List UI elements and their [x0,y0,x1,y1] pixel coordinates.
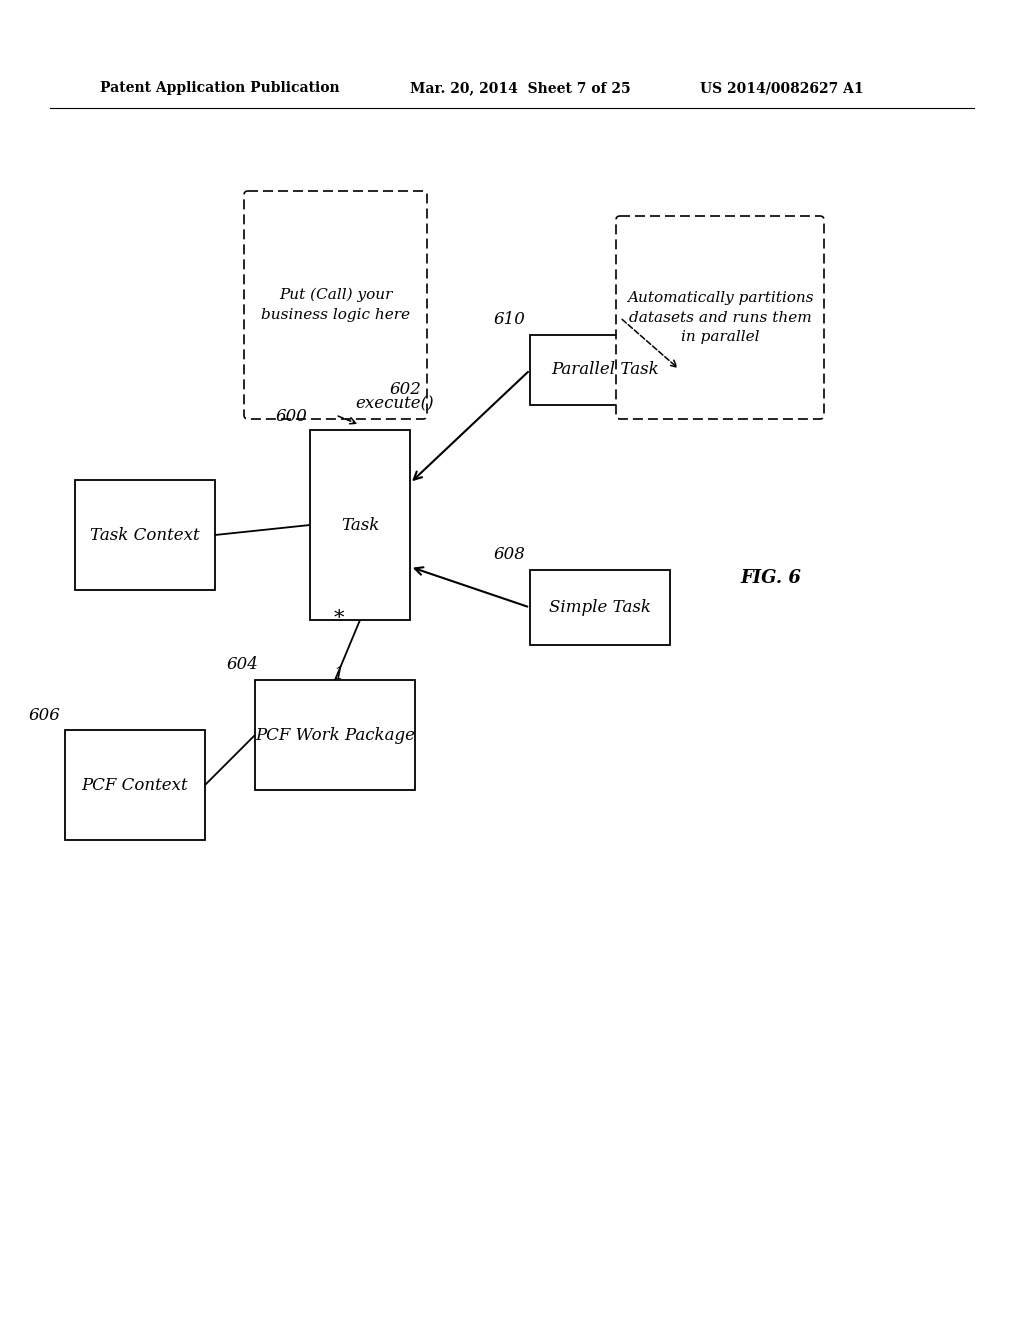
Text: Task Context: Task Context [90,527,200,544]
Text: US 2014/0082627 A1: US 2014/0082627 A1 [700,81,863,95]
Bar [530,570,670,645]
Text: PCF Context: PCF Context [82,776,188,793]
Text: 600: 600 [275,408,307,425]
Text: Parallel Task: Parallel Task [551,362,658,379]
Text: *: * [334,609,344,628]
Text: 1: 1 [334,667,344,682]
Bar [65,730,205,840]
Text: 608: 608 [494,546,525,564]
Text: PCF Work Package: PCF Work Package [255,726,415,743]
Bar [310,430,410,620]
Text: 606: 606 [28,708,60,723]
Text: execute(): execute() [355,395,433,412]
Text: Patent Application Publication: Patent Application Publication [100,81,340,95]
Text: Task: Task [341,516,379,533]
Text: Simple Task: Simple Task [549,599,651,616]
Bar [530,335,680,405]
FancyBboxPatch shape [616,216,824,418]
Text: Put (Call) your
business logic here: Put (Call) your business logic here [261,288,410,322]
Bar [255,680,415,789]
Text: Automatically partitions
datasets and runs them
in parallel: Automatically partitions datasets and ru… [627,290,813,345]
Bar [75,480,215,590]
FancyBboxPatch shape [244,191,427,418]
Text: Mar. 20, 2014  Sheet 7 of 25: Mar. 20, 2014 Sheet 7 of 25 [410,81,631,95]
Text: 610: 610 [494,312,525,327]
Text: 602: 602 [390,381,422,399]
Text: FIG. 6: FIG. 6 [740,569,801,587]
Text: 604: 604 [226,656,258,673]
